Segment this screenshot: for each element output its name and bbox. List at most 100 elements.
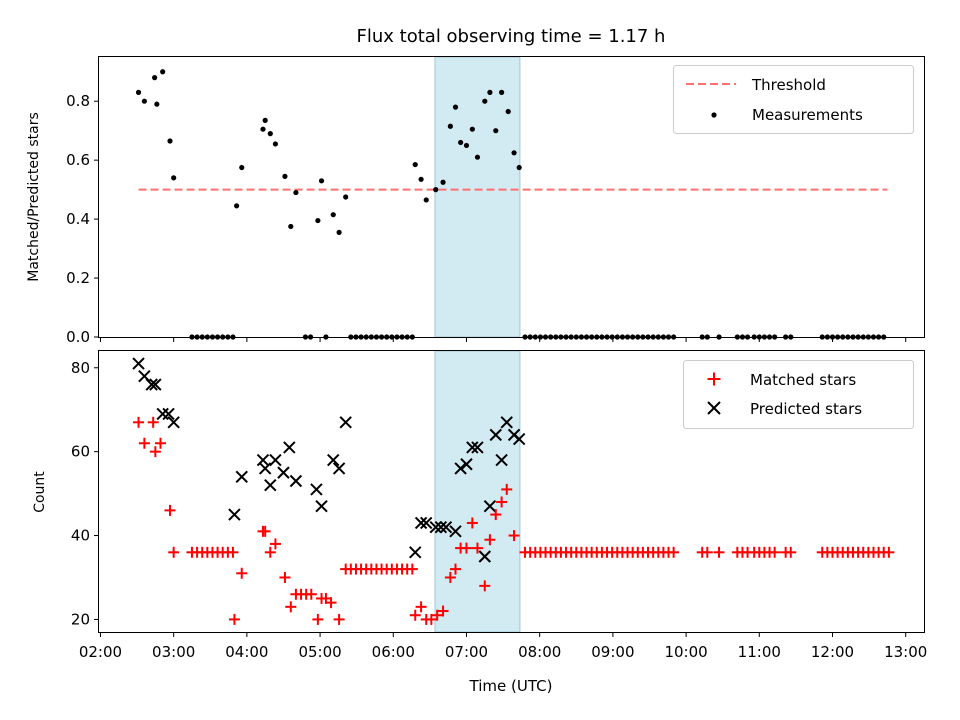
predicted-point [156,407,169,421]
matched-point [279,571,291,583]
predicted-point-stroke [138,369,151,383]
bottom-x-tick-label: 06:00 [372,643,415,661]
matched-point [138,437,150,449]
matched-point [701,546,713,558]
predicted-point [310,483,323,496]
predicted-point [264,479,277,492]
top-panel: Flux total observing time = 1.17 h 0.00.… [26,26,925,346]
bottom-x-tick-label: 10:00 [664,643,707,661]
bottom-y-tick-label: 60 [71,443,90,461]
measurement-point [487,89,493,95]
matched-point [501,483,513,495]
measurement-point [260,126,266,132]
predicted-point-stroke [228,508,241,521]
bottom-x-axis-label: Time (UTC) [469,677,553,695]
predicted-point-stroke [466,441,479,454]
highlight-span-rect [434,56,521,338]
bottom-x-tick-label: 08:00 [518,643,561,661]
top-legend-measurement-label: Measurements [752,106,863,124]
measurement-point [267,131,273,137]
predicted-point [439,520,453,534]
predicted-point-stroke [132,357,145,370]
predicted-point [495,453,508,467]
predicted-point [132,357,145,370]
measurement-point [499,89,505,95]
measurement-point [167,138,173,144]
bottom-y-tick-label: 40 [71,527,90,545]
predicted-point-stroke [409,546,422,559]
predicted-point [414,516,428,530]
matched-point [269,538,281,550]
predicted-point-stroke [414,516,428,530]
matched-point [484,534,496,546]
matched-point [713,546,725,558]
top-legend: Threshold Measurements [673,65,914,134]
matched-point [785,546,797,558]
matched-point [466,517,478,529]
measurement-point [135,89,142,95]
matched-point [431,609,443,621]
predicted-point-stroke [489,428,502,442]
bottom-legend-predicted-swatch [707,401,721,415]
matched-point [236,567,248,579]
measurement-point [152,75,158,81]
matched-point [333,613,345,625]
matched-point [437,605,449,617]
predicted-point-stroke [145,378,158,391]
bottom-legend-matched-label: Matched stars [750,371,856,389]
bottom-x-tick-label: 11:00 [738,643,781,661]
predicted-point [460,458,473,471]
bottom-predicted-points [132,357,526,563]
bottom-y-tick-label: 20 [71,610,90,628]
bottom-legend-matched-swatch [707,372,721,386]
measurement-point [505,108,511,115]
predicted-point [228,508,241,521]
predicted-point [289,474,303,488]
bottom-y-ticks: 20 40 60 80 [71,359,99,628]
predicted-point-stroke [495,453,508,467]
measurement-point [482,98,488,104]
predicted-point-stroke [167,416,180,429]
bottom-x-tick-label: 09:00 [591,643,634,661]
measurement-point [493,128,499,134]
bottom-x-tick-label: 02:00 [79,643,122,661]
predicted-point-stroke [327,453,340,467]
bottom-x-tick-label: 04:00 [225,643,268,661]
predicted-point [512,432,526,446]
measurement-point [440,179,446,185]
predicted-point-stroke [289,474,303,488]
top-y-axis-label: Matched/Predicted stars [26,112,42,282]
predicted-point [258,462,272,475]
matched-point [406,563,418,575]
top-x-ticks [99,337,907,342]
measurement-point [447,123,453,129]
bottom-x-tick-label: 07:00 [445,643,488,661]
matched-point [479,580,491,592]
measurement-point [511,150,517,156]
bottom-y-tick-label: 80 [71,359,90,377]
measurement-point [433,187,439,193]
measurement-point [469,126,475,132]
measurement-point [516,164,522,171]
matched-point [769,546,781,558]
predicted-point [489,428,502,442]
predicted-point [434,520,448,534]
predicted-point-stroke [162,407,175,421]
measurement-point [418,176,424,182]
top-y-tick-label: 0.8 [66,92,90,110]
measurement-point [336,229,342,235]
measurement-point [315,217,321,224]
measurement-point [412,161,418,168]
bottom-x-tick-label: 12:00 [811,643,854,661]
measurement-point [272,141,279,147]
matched-point [444,571,456,583]
matched-point [154,437,166,449]
bottom-x-tick-label: 03:00 [152,643,195,661]
predicted-point [235,470,248,484]
predicted-point-stroke [332,462,346,475]
measurement-point [423,197,429,203]
predicted-point [167,416,180,429]
predicted-point [409,546,422,559]
predicted-point-stroke [283,441,296,454]
predicted-point [483,499,497,513]
